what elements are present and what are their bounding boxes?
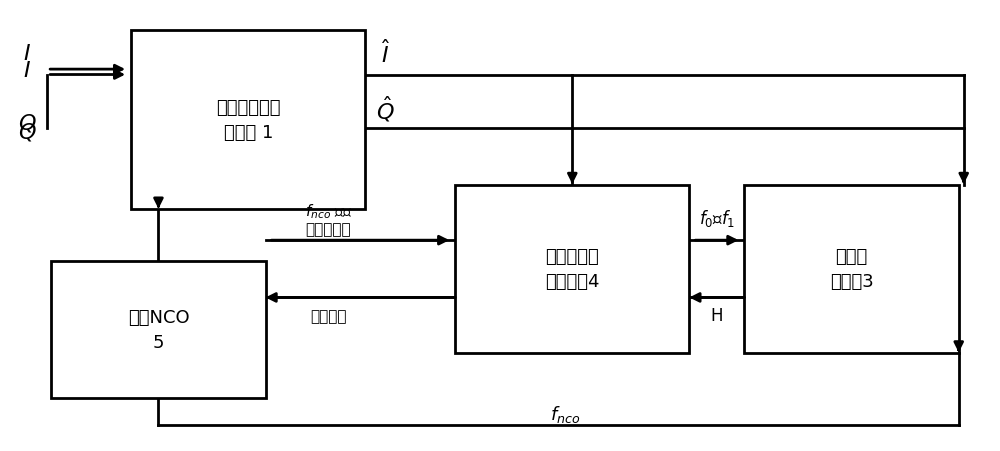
Text: $I$: $I$ <box>23 61 31 81</box>
Text: 基带信号预处
理模块 1: 基带信号预处 理模块 1 <box>216 99 280 142</box>
Text: H: H <box>711 307 723 325</box>
Text: $I$: $I$ <box>23 44 31 64</box>
Text: $f_{nco}$: $f_{nco}$ <box>550 403 580 424</box>
Bar <box>744 185 959 353</box>
Text: $f_{nco}$ 以及: $f_{nco}$ 以及 <box>305 202 352 221</box>
Text: $f_0$和$f_1$: $f_0$和$f_1$ <box>699 208 735 229</box>
Text: 滤波结果: 滤波结果 <box>310 308 347 323</box>
Text: 扩展卡尔曼
滤波模块4: 扩展卡尔曼 滤波模块4 <box>545 248 600 290</box>
Text: $\hat{Q}$: $\hat{Q}$ <box>376 94 395 124</box>
Text: $Q$: $Q$ <box>18 120 37 143</box>
Text: 矩阵计
算模块3: 矩阵计 算模块3 <box>830 248 873 290</box>
Text: 相位调整量: 相位调整量 <box>306 222 351 237</box>
Text: $Q$: $Q$ <box>18 111 37 133</box>
Text: 本地NCO
5: 本地NCO 5 <box>128 308 189 351</box>
Bar <box>131 31 365 210</box>
Bar <box>51 262 266 398</box>
Bar <box>455 185 689 353</box>
Text: $\hat{I}$: $\hat{I}$ <box>381 39 390 67</box>
